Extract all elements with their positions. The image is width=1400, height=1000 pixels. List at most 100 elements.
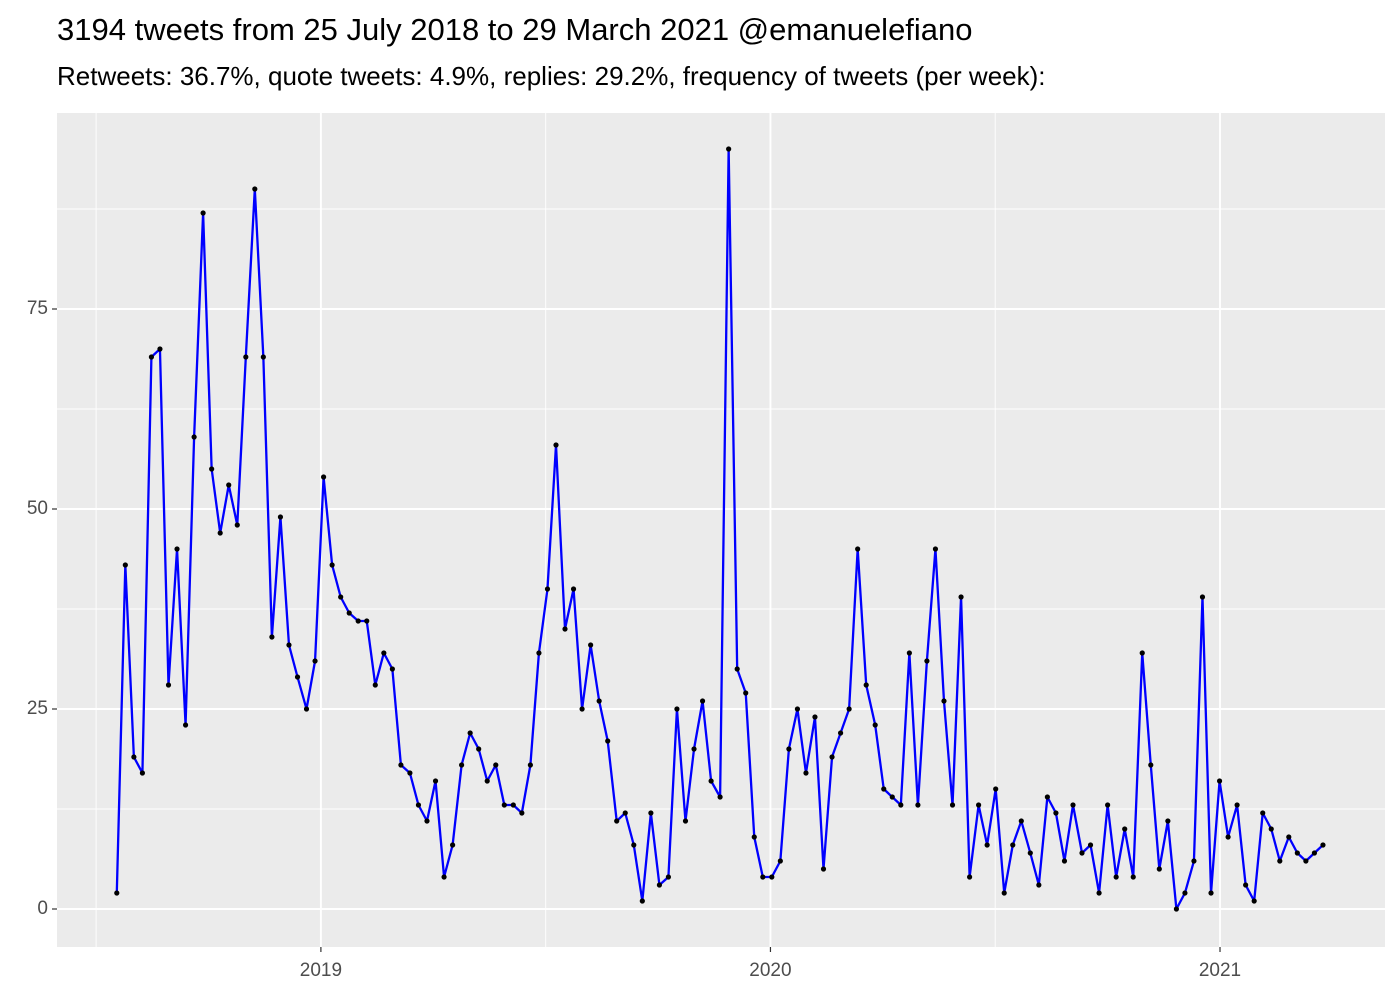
data-point: [1208, 890, 1214, 896]
data-point: [915, 802, 921, 808]
data-point: [1148, 762, 1154, 768]
data-point: [174, 546, 180, 552]
data-point: [303, 706, 310, 712]
data-point: [484, 778, 490, 784]
x-tick-label: 2021: [1199, 960, 1241, 981]
data-point: [1234, 802, 1240, 808]
data-point: [949, 802, 956, 808]
data-point: [1079, 850, 1085, 856]
data-point: [1173, 906, 1180, 912]
data-point: [260, 354, 266, 360]
data-point: [699, 698, 706, 704]
x-tick-label: 2019: [300, 960, 342, 981]
data-point: [829, 754, 835, 760]
data-point: [510, 802, 516, 808]
data-point: [906, 650, 912, 656]
data-point: [837, 730, 844, 736]
data-point: [294, 674, 301, 680]
data-point: [320, 474, 327, 480]
data-point: [726, 146, 732, 152]
data-point: [200, 210, 206, 216]
plot-panel: [57, 113, 1385, 947]
data-point: [1070, 802, 1076, 808]
data-point: [1156, 866, 1162, 872]
data-point: [1216, 778, 1223, 784]
data-point: [329, 562, 335, 568]
data-point: [1286, 834, 1292, 840]
data-point: [1018, 818, 1024, 824]
data-point: [777, 858, 783, 864]
data-point: [605, 738, 611, 744]
y-tick-label: 75: [27, 298, 48, 319]
data-point: [1260, 810, 1266, 816]
data-point: [786, 746, 792, 752]
data-point: [381, 650, 387, 656]
data-point: [536, 650, 542, 656]
data-point: [993, 786, 999, 792]
data-point: [1243, 882, 1249, 888]
data-point: [139, 770, 146, 776]
data-point: [691, 746, 697, 752]
data-point: [476, 746, 482, 752]
chart-subtitle: Retweets: 36.7%, quote tweets: 4.9%, rep…: [57, 61, 1046, 91]
data-point: [760, 874, 766, 880]
data-point: [639, 898, 645, 904]
data-point: [519, 810, 525, 816]
data-point: [1010, 842, 1016, 848]
data-point: [717, 794, 723, 800]
data-point: [372, 682, 378, 688]
data-point: [338, 594, 344, 600]
data-point: [1105, 802, 1111, 808]
data-point: [812, 714, 818, 720]
data-point: [252, 186, 258, 192]
data-point: [544, 586, 551, 592]
data-point: [855, 546, 861, 552]
data-point: [674, 706, 680, 712]
data-point: [622, 810, 628, 816]
data-point: [1027, 850, 1033, 856]
data-point: [1096, 890, 1102, 896]
data-point: [1113, 874, 1119, 880]
data-point: [872, 722, 878, 728]
data-point: [1303, 858, 1309, 864]
data-point: [648, 810, 654, 816]
data-point: [924, 658, 930, 664]
data-point: [527, 762, 533, 768]
data-point: [182, 722, 189, 728]
data-point: [596, 698, 602, 704]
data-point: [398, 762, 404, 768]
data-point: [967, 874, 973, 880]
data-point: [1268, 826, 1274, 832]
data-point: [588, 642, 594, 648]
data-point: [1122, 826, 1128, 832]
data-point: [312, 658, 318, 664]
data-point: [1294, 850, 1300, 856]
data-point: [1277, 858, 1283, 864]
data-point: [553, 442, 559, 448]
data-point: [148, 354, 155, 360]
data-point: [467, 730, 473, 736]
data-point: [579, 706, 585, 712]
data-point: [1165, 818, 1171, 824]
data-point: [277, 514, 284, 520]
data-point: [217, 530, 223, 536]
data-point: [234, 522, 240, 528]
data-point: [269, 634, 275, 640]
data-point: [191, 434, 197, 440]
data-point: [415, 802, 422, 808]
data-point: [286, 642, 292, 648]
data-point: [958, 594, 964, 600]
chart-title: 3194 tweets from 25 July 2018 to 29 Marc…: [57, 12, 973, 47]
data-point: [1130, 874, 1136, 880]
data-point: [407, 770, 413, 776]
data-point: [1320, 842, 1326, 848]
data-point: [209, 466, 215, 472]
data-point: [1053, 810, 1059, 816]
data-point: [769, 874, 775, 880]
data-point: [570, 586, 577, 592]
data-point: [898, 802, 904, 808]
data-point: [665, 874, 672, 880]
data-point: [1311, 850, 1318, 856]
data-point: [355, 618, 361, 624]
